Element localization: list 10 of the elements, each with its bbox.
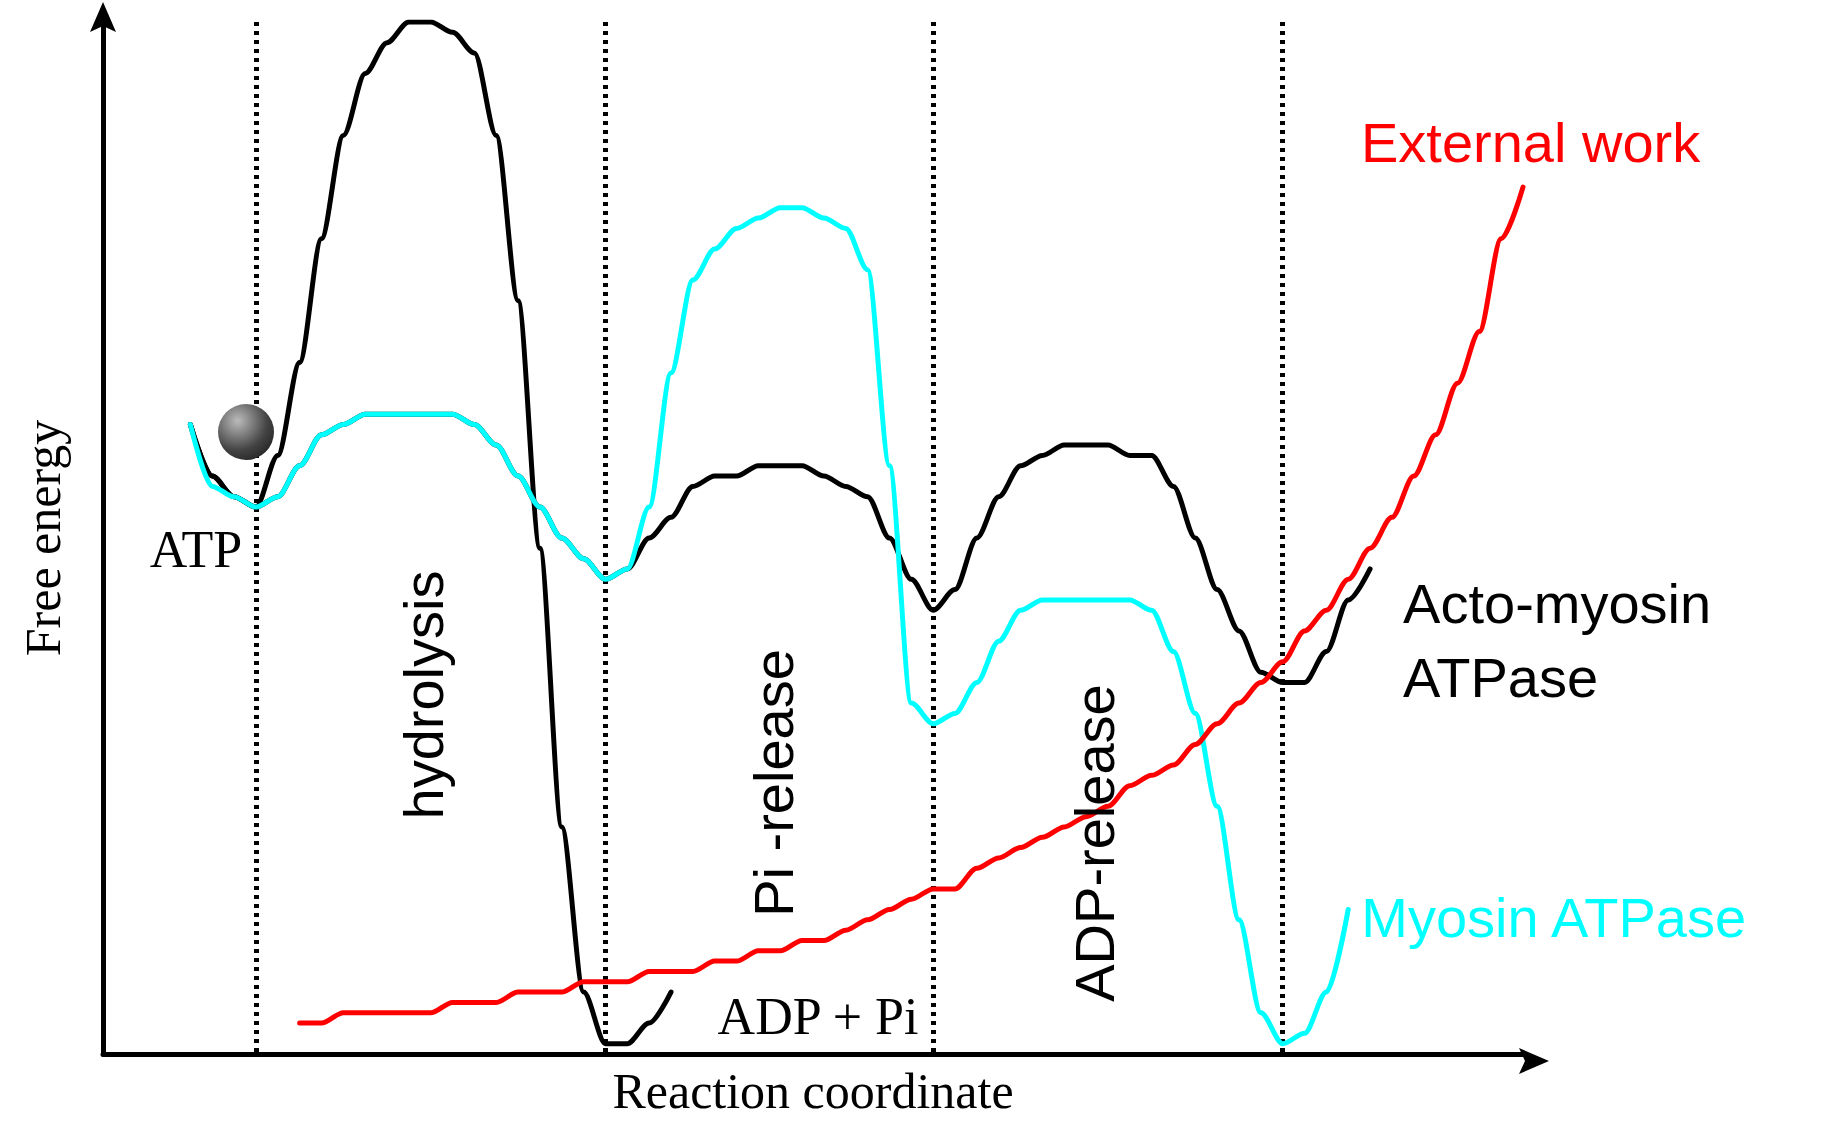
series-label: Acto-myosin ATPase <box>1403 572 1727 710</box>
annotation: hydrolysis <box>391 570 455 820</box>
annotation: ADP-release <box>1062 684 1126 1002</box>
annotation: Pi -release <box>741 649 805 917</box>
x-axis-title: Reaction coordinate <box>612 1063 1014 1119</box>
y-axis-title: Free energy <box>15 419 71 657</box>
series-label: Myosin ATPase <box>1361 886 1747 950</box>
series-label: External work <box>1361 110 1702 174</box>
annotation: ATP <box>149 520 243 578</box>
annotation: ADP + Pi <box>717 987 919 1045</box>
